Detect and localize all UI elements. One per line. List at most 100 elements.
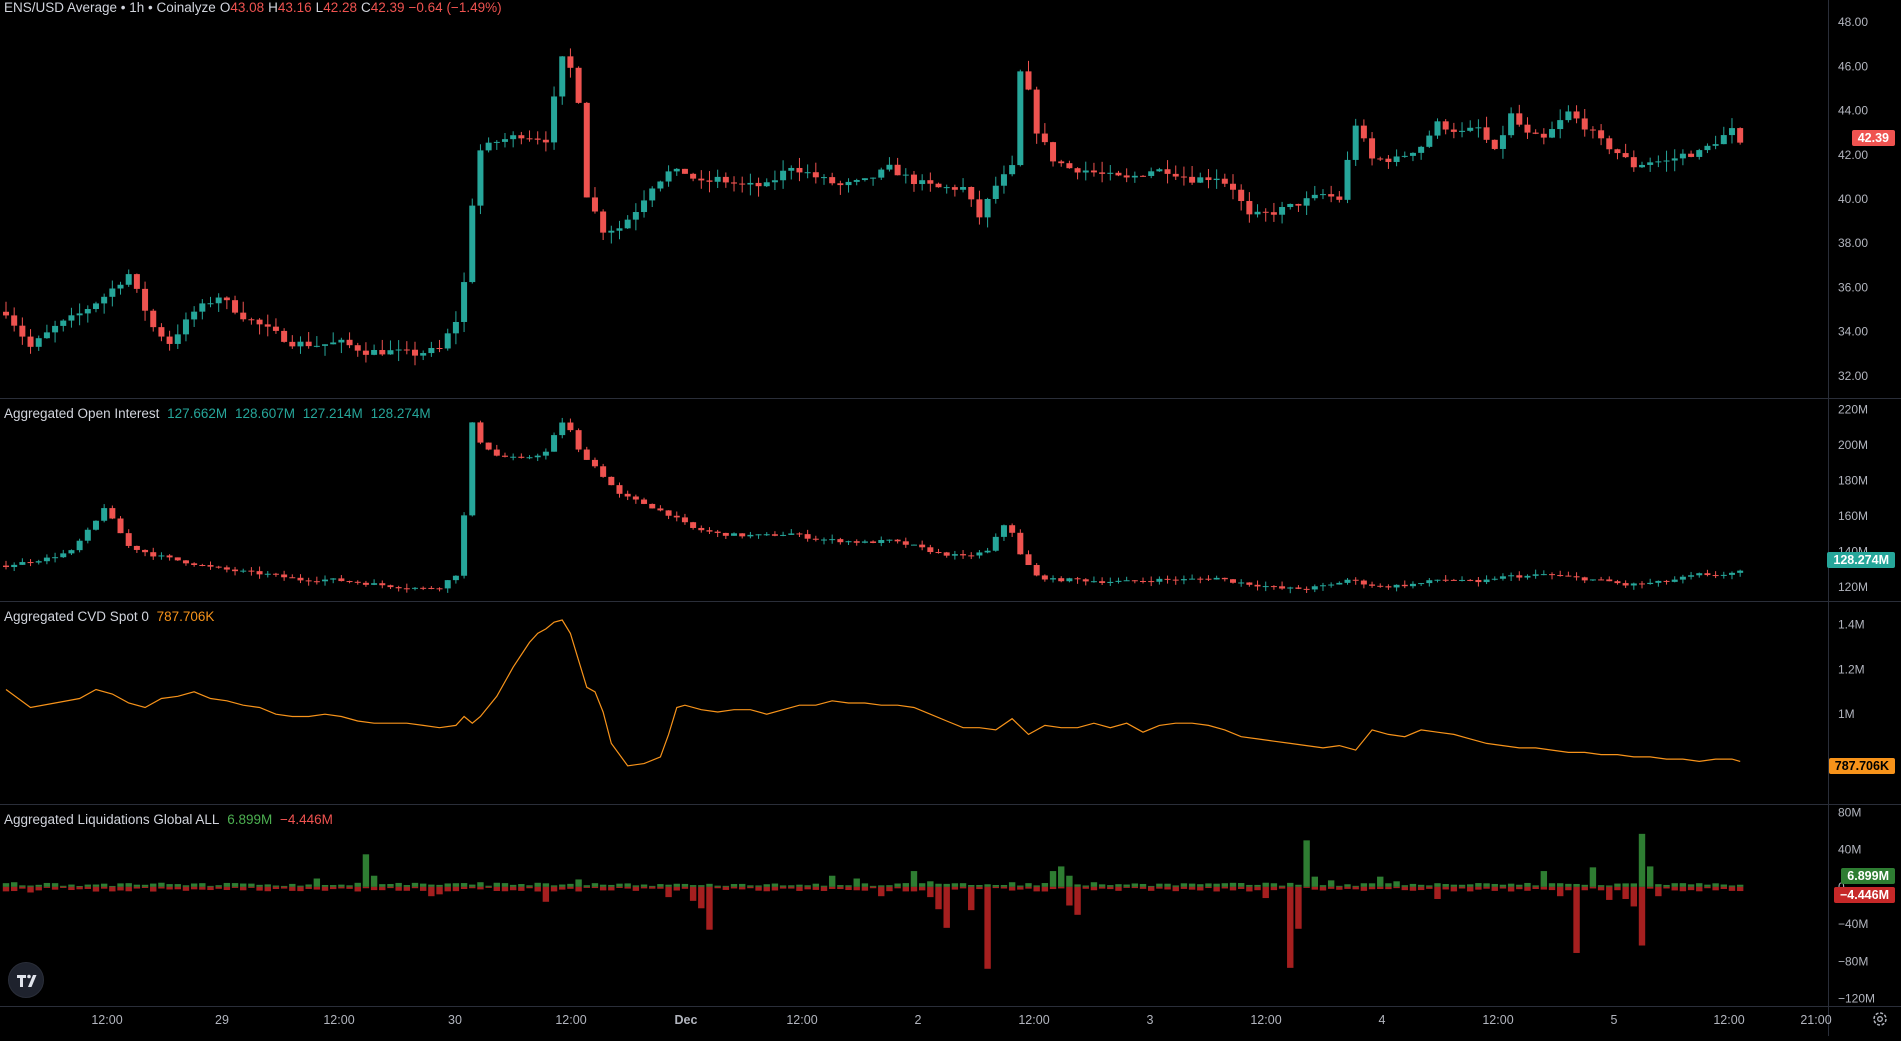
oi-candle: [412, 587, 418, 589]
price-candle: [1131, 175, 1138, 178]
price-candle: [1467, 127, 1474, 131]
liq-long-bar: [1287, 882, 1294, 887]
oi-candle: [1303, 588, 1310, 590]
liq-short-bar: [1360, 886, 1368, 891]
price-candle: [1123, 175, 1130, 178]
x-axis-label: 12:00: [1482, 1013, 1513, 1027]
oi-candle: [706, 530, 713, 532]
liq-long-bar: [763, 884, 770, 887]
liq-short-bar: [1434, 886, 1441, 899]
liq-long-bar: [559, 884, 566, 887]
liq-short-bar: [10, 886, 18, 892]
price-candle: [297, 341, 304, 347]
symbol-title: ENS/USD Average • 1h • Coinalyze: [4, 0, 216, 15]
oi-candle: [1041, 575, 1048, 580]
liq-long-bar: [1262, 882, 1269, 887]
liq-short-bar: [1720, 886, 1727, 889]
liq-short-bar: [1401, 886, 1408, 891]
liq-short-bar: [1450, 886, 1458, 892]
liq-long-bar: [1278, 885, 1286, 887]
liq-long-bar: [918, 883, 926, 887]
oi-candle: [804, 534, 811, 539]
liq-long-bar: [812, 883, 820, 887]
liq-long-badge: 6.899M: [1841, 868, 1895, 884]
oi-candle: [812, 538, 819, 540]
price-candle: [109, 288, 116, 297]
gear-icon[interactable]: [1871, 1010, 1889, 1028]
liq-short-bar: [1246, 886, 1253, 892]
price-candle: [338, 339, 345, 343]
liq-long-bar: [526, 885, 533, 887]
price-candle: [493, 141, 500, 143]
liq-long-bar: [959, 883, 967, 887]
liq-short-bar: [387, 886, 394, 889]
price-candle: [632, 212, 639, 220]
liq-long-bar: [567, 883, 574, 887]
oi-candle: [510, 456, 517, 458]
oi-candle: [322, 579, 329, 582]
liq-long-bar: [428, 884, 435, 887]
liq-tick-label: 80M: [1838, 805, 1861, 819]
cvd-value: 787.706K: [156, 609, 215, 624]
oi-candle: [837, 539, 844, 543]
oi-candle: [248, 570, 255, 572]
oi-candle: [207, 565, 214, 567]
oi-candle: [52, 557, 59, 559]
liq-short-bar: [330, 886, 337, 890]
liq-long-bar: [1385, 883, 1392, 887]
liq-long-bar: [681, 883, 689, 887]
liq-long-bar: [1516, 884, 1523, 887]
liq-short-bar: [182, 886, 190, 891]
oi-candle: [305, 580, 312, 582]
liq-short-bar: [599, 886, 607, 891]
oi-candle: [395, 587, 402, 589]
price-candle: [68, 315, 75, 321]
liq-long-bar: [1646, 866, 1654, 887]
liq-long-bar: [1008, 882, 1016, 887]
liq-short-value: −4.446M: [279, 812, 333, 827]
price-candle: [1696, 150, 1703, 157]
liq-long-bar: [755, 885, 762, 887]
oi-current-badge: 128.274M: [1827, 552, 1895, 568]
liq-long-bar: [1221, 883, 1229, 887]
price-candle: [207, 303, 214, 305]
liq-short-bar: [804, 886, 811, 890]
liq-short-bar: [1483, 886, 1490, 889]
liq-long-bar: [624, 883, 631, 887]
liq-long-bar: [1524, 882, 1531, 887]
liq-short-bar: [1074, 886, 1081, 915]
price-candle: [444, 333, 451, 349]
tradingview-logo-icon[interactable]: [8, 962, 44, 998]
oi-candle: [1090, 581, 1097, 583]
oi-candle: [501, 455, 508, 457]
price-candle: [346, 339, 353, 346]
liq-long-bar: [1597, 885, 1605, 887]
liq-long-bar: [1098, 884, 1106, 887]
price-tick-label: 36.00: [1838, 280, 1868, 294]
price-candle: [27, 336, 34, 347]
oi-candle: [166, 555, 173, 558]
liq-short-bar: [1123, 886, 1130, 888]
price-candle: [510, 135, 517, 140]
liq-long-bar: [1704, 884, 1711, 887]
price-candle: [673, 168, 680, 172]
liq-short-bar: [624, 886, 631, 889]
oi-candle: [289, 577, 296, 579]
liq-long-bar: [608, 884, 615, 887]
price-candle: [641, 200, 648, 213]
liq-long-bar: [788, 885, 795, 887]
oi-candle: [101, 508, 108, 521]
liq-short-bar: [1164, 886, 1171, 890]
liq-long-bar: [109, 885, 116, 887]
oi-candle: [870, 541, 877, 543]
price-candle: [240, 312, 247, 320]
liq-long-bar: [1622, 883, 1629, 887]
liq-long-bar: [706, 883, 713, 887]
price-candle: [780, 170, 787, 181]
oi-candle: [1099, 581, 1106, 583]
liq-long-bar: [395, 882, 402, 887]
liq-long-bar: [280, 885, 288, 887]
oi-candle: [1107, 581, 1114, 583]
liq-long-bar: [60, 885, 67, 887]
